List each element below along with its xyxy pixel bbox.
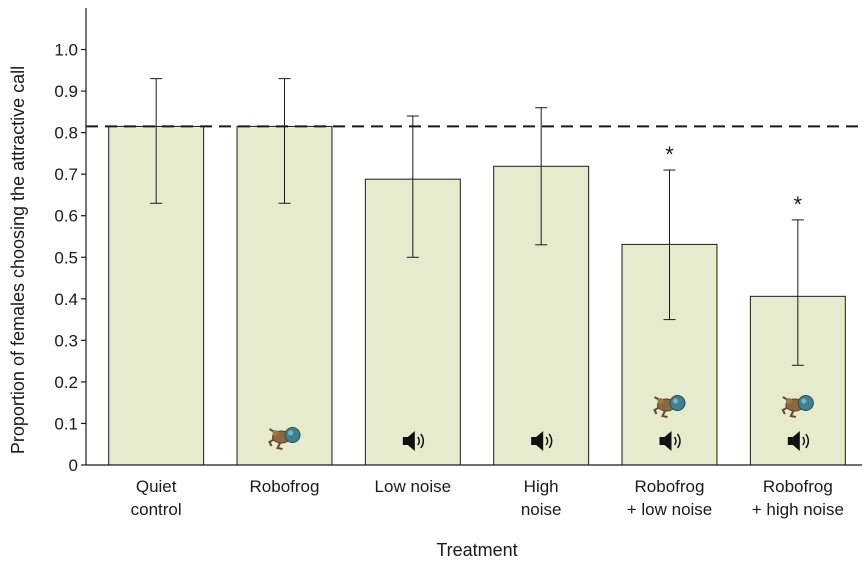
x-tick-label: Robofrog [250,477,320,496]
x-tick-label: High noise [521,477,562,519]
y-tick-label: 0.7 [54,165,78,184]
y-axis: 0 0.1 0.2 0.3 0.4 0.5 0.6 0.7 0.8 0.9 1.0 [54,8,87,475]
frog-icon [781,395,814,418]
y-tick-label: 0.1 [54,414,78,433]
bars-layer: ** [108,78,846,466]
y-tick-label: 0.2 [54,373,78,392]
frog-icon [653,395,686,418]
significance-marker: * [665,142,674,167]
bar-group [493,107,590,466]
frog-icon [268,427,301,450]
y-tick-label: 0.5 [54,248,78,267]
y-tick-label: 1.0 [54,41,78,60]
speaker-icon [787,431,810,451]
x-axis-title: Treatment [436,540,517,560]
bar-group [108,78,205,466]
bar-group: * [621,142,718,466]
y-tick-label: 0.9 [54,82,78,101]
significance-marker: * [794,192,803,217]
y-tick-label: 0.8 [54,124,78,143]
y-axis-title: Proportion of females choosing the attra… [8,66,28,454]
speaker-icon [402,431,425,451]
x-tick-label: Robofrog + high noise [752,477,844,519]
bar-group [236,78,333,466]
y-tick-label: 0.6 [54,207,78,226]
x-tick-label: Quiet control [131,477,182,519]
x-axis: Quiet control Robofrog Low noise High noise Ro… [86,464,862,519]
x-tick-label: Robofrog + low noise [627,477,713,519]
y-tick-label: 0.3 [54,331,78,350]
bar-group: * [749,192,846,466]
x-tick-label: Low noise [375,477,452,496]
y-tick-label: 0 [69,456,78,475]
speaker-icon [659,431,681,451]
bar-group [364,115,461,466]
y-tick-label: 0.4 [54,290,78,309]
speaker-icon [531,431,553,451]
